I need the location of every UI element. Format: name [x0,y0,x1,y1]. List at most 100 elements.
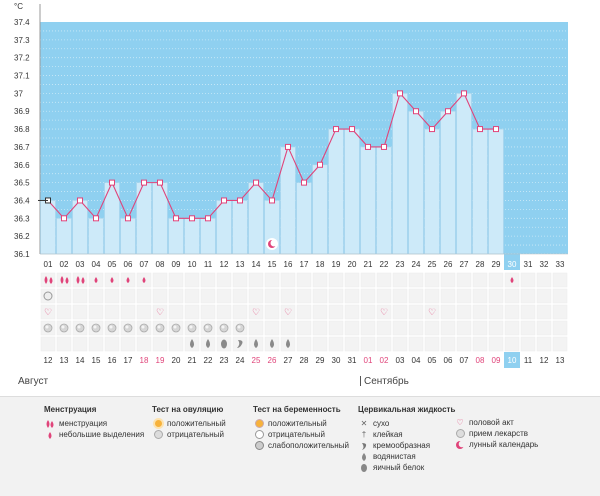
temperature-bar [408,110,424,255]
temperature-bar [200,218,216,255]
drop-light-icon [142,277,146,283]
grid-cell [520,320,536,336]
grid-cell [488,272,504,288]
legend-title-ovulation: Тест на овуляцию [152,405,224,414]
cycle-day-label: 24 [412,260,421,269]
cycle-day-label: 18 [316,260,325,269]
grid-cell [184,304,200,320]
grid-cell [232,272,248,288]
grid-cell [440,320,456,336]
temperature-bar [360,146,376,255]
pill-icon-shine [93,325,97,329]
watery-icon [190,339,194,348]
temperature-point [413,108,419,115]
date-label: 11 [524,356,533,365]
pill-icon-shine [189,325,193,329]
temperature-point [205,215,211,222]
drop-heavy-icon [76,276,80,284]
heart-icon: ♡ [156,307,164,317]
legend-item: отрицательный [167,430,224,439]
grid-cell [440,288,456,304]
grid-cell [296,288,312,304]
grid-cell [216,272,232,288]
legend-item: клейкая [373,430,403,439]
temperature-bar [424,128,440,255]
cycle-day-label: 21 [364,260,373,269]
temperature-point [365,143,371,150]
pregnancy-negative-icon [253,430,265,440]
pill-icon-shine [237,325,241,329]
temperature-bar [168,218,184,255]
temperature-bar [248,182,264,255]
grid-cell [280,272,296,288]
grid-cell [104,304,120,320]
grid-cell [168,304,184,320]
cycle-day-label: 10 [188,260,197,269]
heart-icon: ♡ [44,307,52,317]
cycle-day-label: 12 [220,260,229,269]
grid-cell [536,336,552,352]
legend-title-menstruation: Менструация [44,405,97,414]
dry-icon: ✕ [360,419,368,428]
month-label-september: Сентябрь [364,376,409,387]
y-tick-label: 37.2 [14,54,30,63]
date-label: 08 [476,356,485,365]
cycle-day-label: 16 [284,260,293,269]
grid-cell [328,336,344,352]
temperature-point [269,197,275,204]
date-label: 03 [396,356,405,365]
grid-cell [424,304,440,320]
grid-cell [456,272,472,288]
grid-cell [392,336,408,352]
temperature-bar [120,218,136,255]
y-tick-label: 37.4 [14,18,30,27]
y-tick-label: 37.1 [14,72,30,81]
temperature-bar [488,128,504,255]
grid-cell [552,272,568,288]
cycle-day-label: 23 [396,260,405,269]
temperature-point [397,90,403,97]
temperature-point [461,90,467,97]
grid-cell [248,320,264,336]
grid-cell [504,320,520,336]
temperature-bar [88,218,104,255]
legend-title-pregnancy: Тест на беременность [253,405,341,414]
grid-cell [360,320,376,336]
grid-cell [56,336,72,352]
grid-cell [424,272,440,288]
pill-icon-shine [173,325,177,329]
pill-icon-shine [45,325,49,329]
legend-item: слабоположительный [268,441,349,450]
temperature-point [445,108,451,115]
temperature-bar [344,128,360,255]
temperature-point [317,161,323,168]
grid-cell [488,304,504,320]
grid-cell [104,288,120,304]
grid-cell [328,272,344,288]
date-label: 26 [268,356,277,365]
legend-item: сухо [373,419,390,428]
drop-heavy-icon [49,277,53,284]
grid-cell [56,288,72,304]
grid-cell [344,320,360,336]
temperature-bar [40,200,56,255]
grid-cell [40,272,56,288]
grid-cell [296,320,312,336]
grid-cell [248,304,264,320]
grid-cell [312,320,328,336]
grid-cell [88,304,104,320]
heart-icon: ♡ [252,307,260,317]
grid-cell [360,304,376,320]
date-label: 12 [44,356,53,365]
cycle-day-label: 09 [172,260,181,269]
temperature-point [237,197,243,204]
egg-white-icon [358,463,370,473]
temperature-point [189,215,195,222]
grid-cell [440,336,456,352]
month-label-august: Август [18,376,49,387]
grid-cell [104,336,120,352]
pill-icon-shine [205,325,209,329]
temperature-bar [328,128,344,255]
temperature-point [125,215,131,222]
